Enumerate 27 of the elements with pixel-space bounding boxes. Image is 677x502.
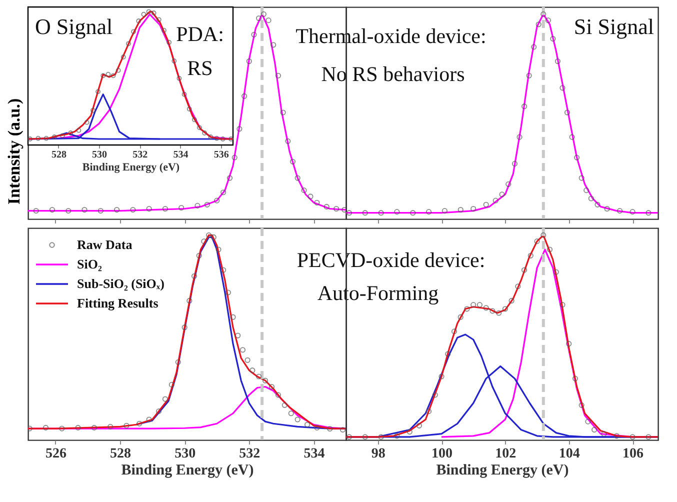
chart-title: O Signal (35, 14, 113, 39)
x-tick-label: 530 (92, 150, 108, 160)
annotation: PDA: (176, 22, 224, 46)
legend-label: Raw Data (77, 237, 133, 252)
x-tick-label: 104 (558, 446, 580, 462)
legend-label: Sub-SiO₂ (SiOₓ) (77, 276, 164, 291)
y-axis-title: Intensity (a.u.) (4, 98, 24, 205)
x-tick-label: 536 (214, 150, 229, 160)
x-tick-label: 534 (304, 446, 325, 462)
x-tick-label: 102 (495, 446, 516, 462)
x-tick-label: 530 (174, 446, 196, 462)
x-tick-label: 528 (51, 150, 66, 160)
annotation: RS (187, 56, 213, 80)
legend-label: SiO₂ (77, 256, 102, 272)
x-axis-title: Binding Energy (eV) (436, 462, 569, 478)
x-tick-label: 526 (45, 446, 66, 462)
x-tick-label: 106 (622, 446, 644, 462)
x-tick-label: 532 (132, 150, 148, 160)
x-tick-label: 532 (239, 446, 260, 462)
x-tick-label: 98 (371, 446, 386, 462)
x-tick-label: 528 (110, 446, 132, 462)
chart-title: Si Signal (574, 14, 654, 39)
x-tick-label: 100 (432, 446, 453, 462)
x-axis-title: Binding Energy (eV) (121, 462, 254, 478)
x-tick-label: 534 (173, 150, 188, 160)
x-axis-title: Binding Energy (eV) (82, 162, 180, 174)
legend-label: Fitting Results (77, 296, 158, 310)
